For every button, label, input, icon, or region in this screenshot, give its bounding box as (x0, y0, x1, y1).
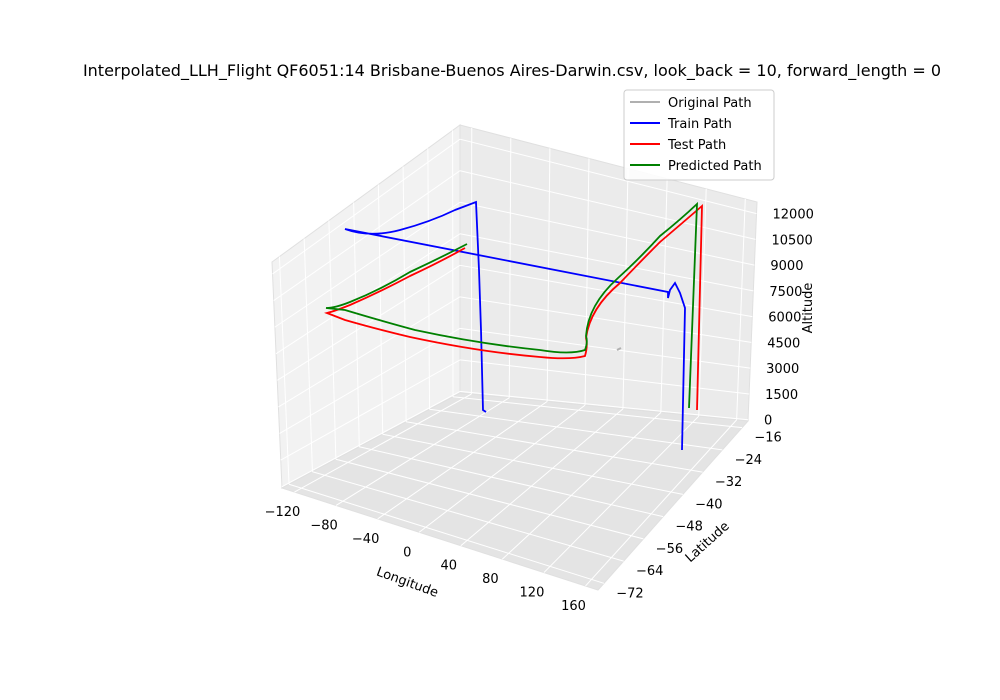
x-grid-back-line (584, 158, 590, 406)
z-axis-label: Altitude (801, 283, 816, 334)
y-grid-left-line (377, 184, 384, 435)
chart-title: Interpolated_LLH_Flight QF6051:14 Brisba… (83, 61, 941, 81)
z-grid-back-line (459, 390, 749, 421)
legend-label-predicted: Predicted Path (668, 159, 762, 174)
x-tick-label: −120 (265, 505, 301, 520)
z-grid-left-line (281, 390, 461, 488)
x-grid-floor-line (460, 408, 624, 547)
legend-label-train: Train Path (667, 117, 732, 132)
z-tick-label: 3000 (766, 362, 799, 377)
y-tick-label: −40 (695, 497, 722, 512)
z-tick-label: 12000 (773, 208, 814, 223)
z-grid-left-line (278, 296, 461, 408)
z-grid-left-line (273, 170, 461, 301)
x-axis-label: Longitude (374, 565, 440, 601)
z-grid-left-line (272, 138, 461, 275)
y-grid-floor-line (382, 433, 683, 495)
y-tick-label: −64 (636, 564, 663, 579)
z-grid-left-line (274, 201, 461, 328)
x-grid-floor-line (502, 412, 662, 560)
z-tick-label: 6000 (768, 311, 801, 326)
x-grid-floor-line (543, 415, 700, 573)
z-tick-label: 7500 (769, 285, 802, 300)
x-tick-label: 40 (441, 559, 458, 574)
z-grid-back-line (459, 233, 754, 292)
train-path-line (344, 200, 686, 451)
x-grid-floor-line (294, 393, 472, 493)
x-tick-label: 120 (520, 586, 545, 601)
x-grid-floor-line (377, 401, 548, 520)
x-tick-label: −80 (310, 518, 337, 533)
z-tick-label: 0 (764, 414, 772, 429)
z-grid-back-line (459, 138, 757, 215)
legend-box (623, 89, 775, 181)
y-tick-label: −56 (656, 542, 683, 557)
y-grid-floor-line (359, 446, 664, 518)
x-tick-label: −40 (352, 532, 379, 547)
x-grid-back-line (736, 198, 746, 420)
z-grid-left-line (280, 359, 461, 461)
predicted-path-line (325, 201, 698, 409)
y-tick-label: −72 (616, 586, 643, 601)
z-tick-label: 1500 (765, 388, 798, 403)
z-grid-left-line (276, 264, 461, 381)
test-path-line (324, 203, 703, 411)
x-grid-floor-line (418, 404, 586, 533)
y-grid-floor-line (406, 421, 703, 473)
x-grid-back-line (698, 188, 707, 417)
z-grid-back-line (459, 359, 750, 395)
y-grid-left-line (328, 220, 337, 460)
y-tick-label: −16 (754, 431, 781, 446)
x-tick-label: 0 (403, 545, 411, 560)
y-grid-floor-line (288, 483, 605, 584)
z-grid-back-line (459, 296, 752, 343)
y-tick-label: −32 (715, 475, 742, 490)
y-grid-floor-line (312, 471, 624, 562)
y-grid-floor-line (429, 408, 723, 451)
legend-label-original: Original Path (668, 96, 752, 111)
x-grid-back-line (546, 148, 551, 402)
y-tick-label: −48 (675, 520, 702, 535)
z-tick-label: 9000 (770, 259, 803, 274)
y-tick-label: −24 (735, 453, 762, 468)
x-grid-back-line (660, 178, 668, 413)
y-grid-left-line (353, 202, 360, 447)
z-tick-label: 4500 (767, 336, 800, 351)
x-tick-label: 160 (561, 599, 586, 614)
z-grid-back-line (459, 170, 756, 240)
x-grid-back-line (622, 168, 629, 409)
tick-labels: −120 −80 −40 0 40 80 120 160 −72 −64 −56 −48 −40 −32 −… (265, 208, 814, 614)
y-grid-left-line (303, 238, 313, 472)
original-path-mark (616, 347, 622, 351)
pane-floor (280, 392, 750, 591)
y-grid-floor-line (335, 458, 644, 540)
z-grid-back-line (459, 327, 751, 369)
z-grid-left-line (279, 327, 461, 434)
grid-lines (272, 128, 757, 587)
x-tick-label: 80 (482, 572, 499, 587)
x-grid-floor-line (585, 419, 738, 587)
z-tick-label: 10500 (771, 233, 812, 248)
y-grid-floor-line (452, 396, 743, 429)
legend-label-test: Test Path (667, 138, 726, 153)
z-grid-back-line (459, 201, 755, 266)
y-grid-left-line (278, 256, 290, 485)
x-grid-floor-line (335, 397, 510, 506)
y-grid-left-line (402, 166, 407, 422)
y-grid-left-line (427, 148, 431, 410)
legend: Original Path Train Path Test Path Predi… (623, 89, 775, 181)
